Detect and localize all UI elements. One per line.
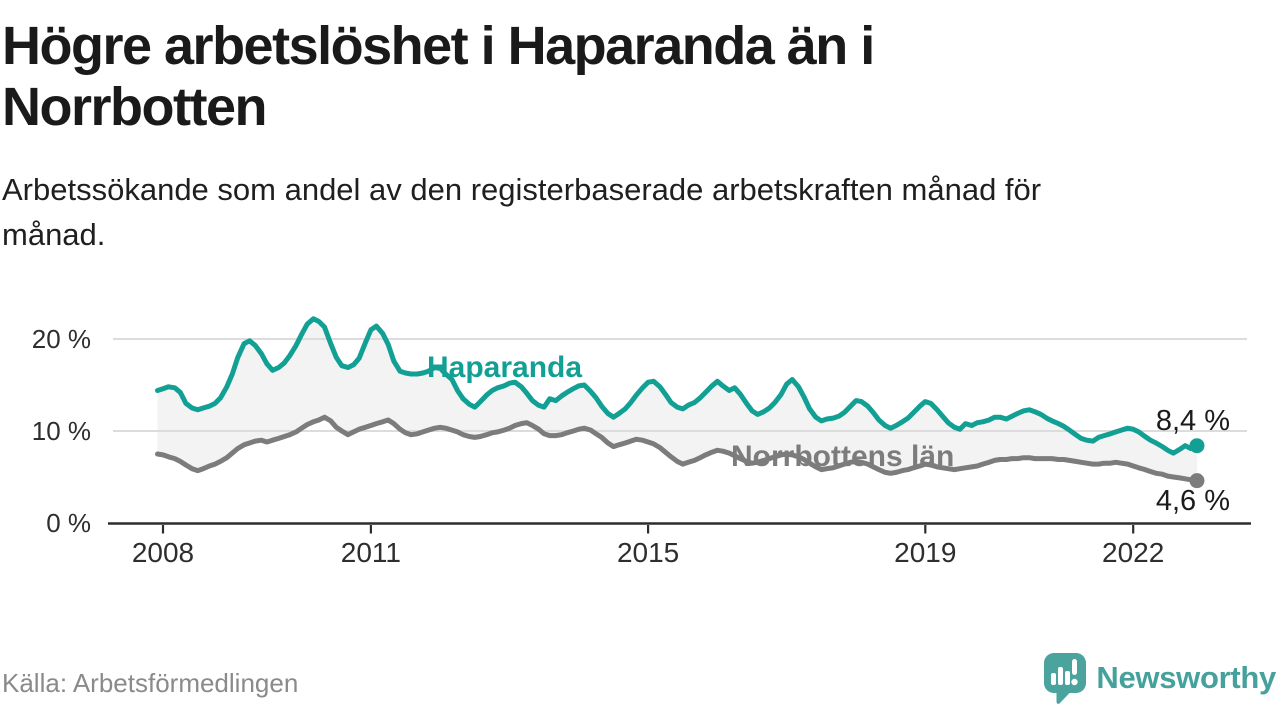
series-label-haparanda: Haparanda [427,351,583,384]
end-dot-haparanda [1189,438,1205,454]
x-axis-label-2022: 2022 [1102,537,1165,568]
line-norrbotten [155,414,1200,484]
x-axis-label-2015: 2015 [616,537,680,568]
newsworthy-wordmark: Newsworthy [1096,660,1276,695]
page-title-line-1: Högre arbetslöshet i Haparanda än i [2,16,875,76]
fill-between-area [157,318,1197,481]
x-axis-label-2008: 2008 [131,537,195,568]
page-title-line-2: Norrbotten [2,77,267,137]
page-title: Högre arbetslöshet i Haparanda än i Norr… [2,16,1062,138]
series-label-norrbotten: Norrbottens län [731,440,955,473]
source-note: Källa: Arbetsförmedlingen [2,668,299,698]
chart-subtitle-line-2: månad. [2,217,106,252]
newsworthy-logo: Newsworthy [1043,652,1276,704]
end-value-label-norrbotten: 4,6 % [1155,485,1230,517]
end-value-label-haparanda: 8,4 % [1155,405,1230,437]
x-axis-label-2011: 2011 [340,537,401,568]
newsworthy-logo-icon [1044,653,1087,704]
chart-subtitle-line-1: Arbetssökande som andel av den registerb… [2,172,1042,207]
x-axis-label-2019: 2019 [894,537,957,568]
end-dot-norrbotten [1189,473,1205,489]
line-haparanda [155,316,1200,456]
y-axis-label-10: 10 % [31,416,91,446]
chart-subtitle: Arbetssökande som andel av den registerb… [2,167,1222,257]
y-axis-label-0: 0 % [46,508,91,538]
y-axis-label-20: 20 % [31,324,91,354]
